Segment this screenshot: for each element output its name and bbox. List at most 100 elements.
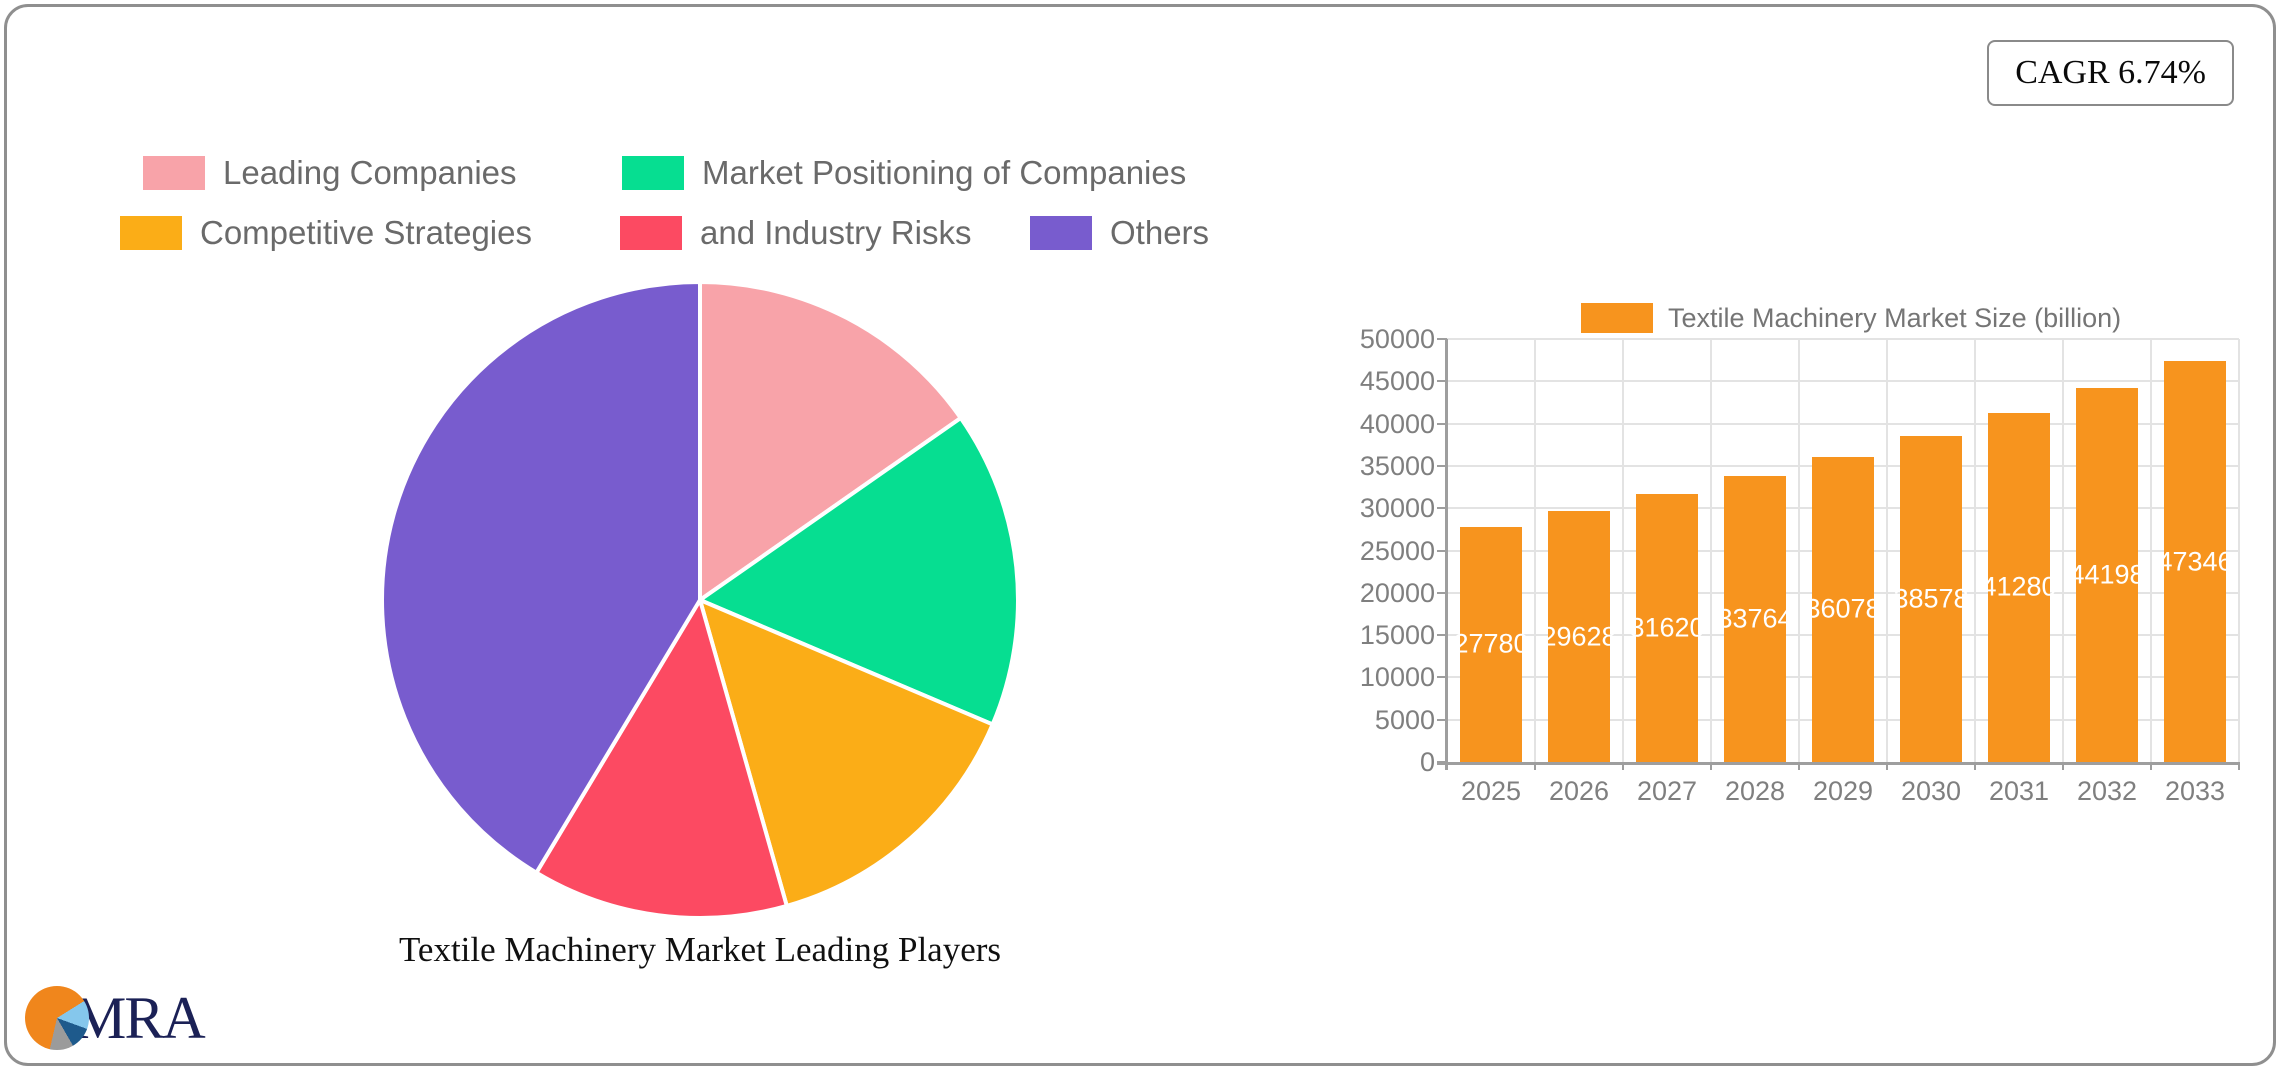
- legend-label: and Industry Risks: [700, 214, 972, 251]
- bar-value-label: 27780: [1453, 628, 1529, 659]
- y-axis-label: 50000: [1359, 324, 1435, 354]
- bar-2028: 33764: [1717, 476, 1793, 762]
- legend-item-market-positioning-of-companies[interactable]: Market Positioning of Companies: [622, 155, 1186, 191]
- x-axis-label: 2026: [1548, 776, 1610, 806]
- pie-slice-competitive-strategies: [698, 598, 995, 908]
- pie-slice-market-positioning-of-companies: [698, 415, 1020, 727]
- x-axis-label: 2027: [1636, 776, 1698, 806]
- gridline-vertical: [1798, 339, 1800, 762]
- pie-slice-and-industry-risks: [534, 598, 789, 920]
- y-tick: [1437, 507, 1447, 510]
- x-tick: [2150, 762, 2152, 770]
- pie-slice-leading-companies: [698, 280, 963, 602]
- bar-2032: 44198: [2069, 388, 2145, 762]
- y-tick: [1437, 718, 1447, 721]
- y-axis-label: 0: [1419, 747, 1435, 777]
- x-axis-label: 2029: [1812, 776, 1874, 806]
- y-axis-label: 15000: [1359, 620, 1435, 651]
- x-axis-line: [1437, 762, 2239, 765]
- bar-2031: 41280: [1981, 412, 2057, 762]
- gridline-vertical: [1710, 339, 1712, 762]
- legend-item-and-industry-risks[interactable]: and Industry Risks: [620, 215, 971, 251]
- x-axis-label: 2028: [1724, 776, 1786, 806]
- bar-value-label: 33764: [1717, 603, 1793, 634]
- gridline-horizontal: [1447, 422, 2239, 425]
- y-axis-label: 25000: [1359, 535, 1435, 566]
- cagr-badge: CAGR 6.74%: [1987, 40, 2234, 106]
- y-axis-label: 45000: [1359, 366, 1435, 397]
- bar-legend-swatch[interactable]: [1581, 303, 1653, 333]
- bar-value-label: 29628: [1541, 621, 1617, 652]
- gridline-vertical: [2062, 339, 2064, 762]
- x-tick: [1886, 762, 1888, 770]
- legend-swatch: [120, 216, 182, 250]
- y-tick: [1437, 634, 1447, 637]
- gridline-vertical: [1622, 339, 1624, 762]
- bar-value-label: 36078: [1805, 593, 1881, 624]
- gridline-vertical: [1974, 339, 1976, 762]
- x-tick: [1622, 762, 1624, 770]
- y-tick: [1437, 380, 1447, 383]
- x-tick: [1798, 762, 1800, 770]
- legend-item-leading-companies[interactable]: Leading Companies: [143, 155, 517, 191]
- x-axis-label: 2033: [2164, 776, 2226, 806]
- bar-2029: 36078: [1805, 456, 1881, 762]
- x-tick: [2062, 762, 2064, 770]
- y-axis-label: 30000: [1359, 493, 1435, 524]
- gridline-vertical: [1534, 339, 1536, 762]
- gridline-vertical: [2238, 339, 2240, 762]
- bar-value-label: 41280: [1981, 571, 2057, 602]
- pie-slice-others: [380, 280, 702, 875]
- y-tick: [1437, 338, 1447, 340]
- y-axis-label: 40000: [1359, 408, 1435, 439]
- legend-swatch: [143, 156, 205, 190]
- y-axis-label: 5000: [1374, 704, 1435, 735]
- legend-label: Market Positioning of Companies: [702, 154, 1187, 191]
- x-axis-label: 2025: [1460, 776, 1522, 806]
- legend-item-others[interactable]: Others: [1030, 215, 1209, 251]
- x-tick: [1974, 762, 1976, 770]
- gridline-horizontal: [1447, 338, 2239, 340]
- y-tick: [1437, 422, 1447, 425]
- x-axis-label: 2031: [1988, 776, 2050, 806]
- legend-swatch: [620, 216, 682, 250]
- y-axis-label: 35000: [1359, 450, 1435, 481]
- legend-swatch: [622, 156, 684, 190]
- mra-logo: MRA: [25, 985, 206, 1051]
- gridline-vertical: [1886, 339, 1888, 762]
- pie-chart-title: Textile Machinery Market Leading Players: [398, 930, 1002, 969]
- bar-value-label: 44198: [2069, 559, 2145, 590]
- mra-logo-text: MRA: [73, 985, 206, 1051]
- y-tick: [1437, 591, 1447, 594]
- bar-value-label: 31620: [1629, 612, 1705, 643]
- y-axis-label: 20000: [1359, 577, 1435, 608]
- y-axis-line: [1445, 339, 1448, 770]
- legend-label: Competitive Strategies: [200, 214, 532, 251]
- mra-logo-pie-icon: [25, 986, 89, 1050]
- x-tick: [1534, 762, 1536, 770]
- x-tick: [2238, 762, 2240, 770]
- pie-chart: [380, 280, 1020, 920]
- legend-label: Leading Companies: [223, 154, 517, 191]
- bar-2025: 27780: [1453, 526, 1529, 762]
- bar-2030: 38578: [1893, 435, 1969, 762]
- legend-swatch: [1030, 216, 1092, 250]
- y-tick: [1437, 549, 1447, 552]
- legend-label: Others: [1110, 214, 1210, 251]
- y-tick: [1437, 464, 1447, 467]
- bar-value-label: 38578: [1893, 583, 1969, 614]
- gridline-horizontal: [1447, 380, 2239, 383]
- bar-2026: 29628: [1541, 511, 1617, 762]
- bar-2027: 31620: [1629, 494, 1705, 762]
- bar-legend-label[interactable]: Textile Machinery Market Size (billion): [1668, 303, 2122, 333]
- bar-2033: 47346: [2157, 361, 2233, 762]
- x-axis-label: 2032: [2076, 776, 2138, 806]
- gridline-vertical: [2150, 339, 2152, 762]
- y-axis-label: 10000: [1359, 662, 1435, 693]
- x-axis-label: 2030: [1900, 776, 1962, 806]
- legend-item-competitive-strategies[interactable]: Competitive Strategies: [120, 215, 532, 251]
- y-tick: [1437, 676, 1447, 679]
- bar-value-label: 47346: [2157, 546, 2233, 577]
- x-tick: [1710, 762, 1712, 770]
